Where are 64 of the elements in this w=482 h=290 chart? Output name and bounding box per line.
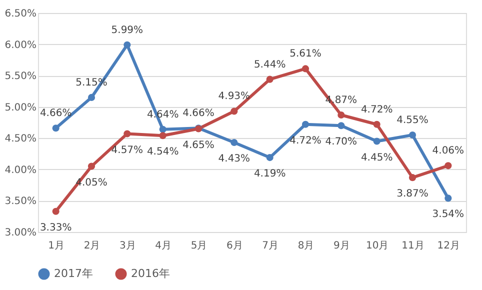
point <box>266 154 274 162</box>
y-tick-label: 3.00% <box>4 228 36 238</box>
data-label: 5.44% <box>254 59 286 70</box>
y-tick-label: 4.00% <box>4 164 36 176</box>
point <box>159 126 166 133</box>
y-tick-label: 5.00% <box>4 102 36 114</box>
data-label: 4.66% <box>182 108 214 120</box>
data-label: 4.66% <box>40 108 72 120</box>
data-label: 3.33% <box>40 222 72 234</box>
point <box>124 41 131 48</box>
point <box>230 108 238 115</box>
point <box>124 130 131 138</box>
point <box>88 162 96 170</box>
data-label: 4.45% <box>360 152 393 164</box>
x-tick-label: 6月 <box>226 240 243 252</box>
x-tick-label: 9月 <box>333 240 350 252</box>
point <box>373 120 380 128</box>
data-label: 3.87% <box>396 188 428 200</box>
point <box>52 208 60 215</box>
data-label: 4.55% <box>396 115 428 126</box>
y-tick-label: 6.50% <box>4 8 36 20</box>
data-label: 4.65% <box>182 140 214 151</box>
x-tick-label: 2月 <box>84 240 100 252</box>
data-label: 4.06% <box>432 146 464 157</box>
data-label: 4.19% <box>254 168 286 180</box>
point <box>230 138 238 146</box>
point <box>373 138 380 145</box>
point <box>266 76 274 83</box>
data-label: 4.43% <box>218 154 250 165</box>
data-label: 5.61% <box>290 48 322 60</box>
x-tick-label: 1月 <box>48 240 65 252</box>
point <box>444 162 452 170</box>
data-label: 5.99% <box>111 24 144 36</box>
data-label: 4.93% <box>218 91 250 102</box>
x-tick-label: 4月 <box>155 240 172 252</box>
point <box>338 122 345 130</box>
legend-label: 2016年 <box>131 267 170 280</box>
data-label: 4.72% <box>290 135 322 146</box>
y-tick-label: 4.50% <box>4 134 36 145</box>
point <box>302 120 310 128</box>
point <box>408 131 416 139</box>
x-tick-label: 11月 <box>402 240 424 252</box>
data-label: 4.57% <box>111 144 144 156</box>
point <box>52 124 60 132</box>
data-label: 3.54% <box>432 209 464 220</box>
legend-label: 2017年 <box>54 267 93 280</box>
y-tick-label: 6.00% <box>4 40 36 51</box>
y-tick-label: 5.50% <box>4 71 36 82</box>
y-tick-label: 3.50% <box>4 196 36 208</box>
x-tick-label: 10月 <box>366 240 389 252</box>
x-tick-label: 8月 <box>298 240 314 252</box>
point <box>88 94 96 101</box>
x-tick-label: 12月 <box>437 240 460 252</box>
data-label: 4.72% <box>360 104 393 116</box>
x-tick-label: 3月 <box>119 240 136 252</box>
point <box>444 194 452 202</box>
point <box>159 132 166 140</box>
x-tick-label: 5月 <box>190 240 208 252</box>
data-label: 4.70% <box>325 136 358 148</box>
x-tick-label: 7月 <box>262 240 279 252</box>
point <box>408 174 416 182</box>
point <box>338 111 345 119</box>
data-label: 4.54% <box>146 146 179 158</box>
point <box>302 65 310 72</box>
